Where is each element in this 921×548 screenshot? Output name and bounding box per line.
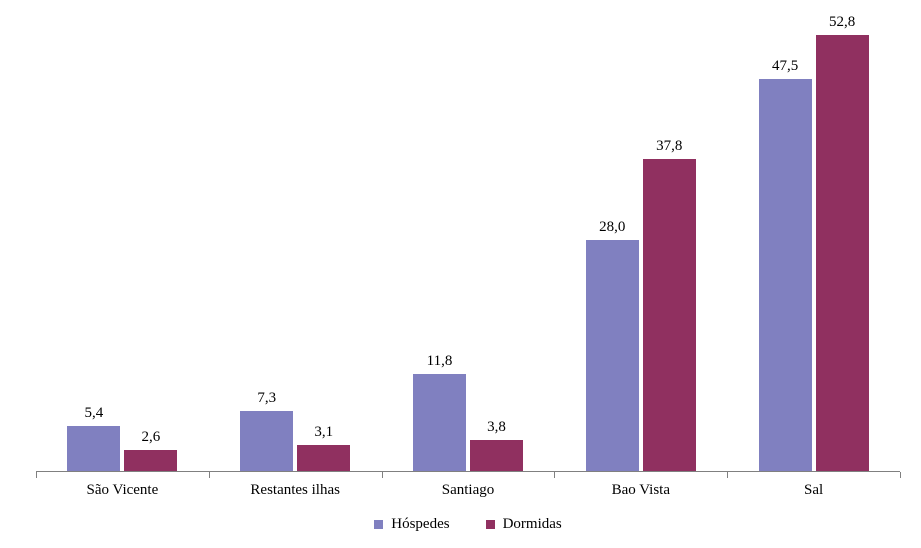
bar-group: 47,5 52,8 (759, 17, 869, 471)
legend-item-dormidas: Dormidas (486, 516, 562, 533)
bar-value-label: 47,5 (759, 58, 812, 75)
grouped-bar-chart: 5,42,6 7,33,1 11,8 3,8 28,0 37,8 47,5 52,8 Hósp… (0, 0, 921, 548)
bar-dormidas (470, 440, 523, 471)
bar-value-label: 5,4 (67, 405, 120, 422)
bar-value-label: 37,8 (643, 138, 696, 155)
legend-swatch (486, 520, 495, 529)
bar-value-label: 28,0 (586, 219, 639, 236)
bar-value-label: 11,8 (413, 353, 466, 370)
bar-value-label: 3,8 (470, 419, 523, 436)
bar-value-label: 52,8 (816, 14, 869, 31)
axis-tick (382, 472, 383, 478)
bar-group: 11,8 3,8 (413, 17, 523, 471)
bar-hospedes (413, 374, 466, 471)
legend-label: Hóspedes (391, 516, 449, 533)
category-label: Restantes ilhas (209, 482, 382, 499)
axis-tick (36, 472, 37, 478)
category-label: Santiago (382, 482, 555, 499)
category-label: Sal (727, 482, 900, 499)
axis-tick (727, 472, 728, 478)
category-label: São Vicente (36, 482, 209, 499)
legend: Hóspedes Dormidas (36, 516, 900, 533)
category-label: Bao Vista (554, 482, 727, 499)
axis-tick (900, 472, 901, 478)
bar-value-label: 2,6 (124, 429, 177, 446)
bar-dormidas (816, 35, 869, 471)
legend-label: Dormidas (503, 516, 562, 533)
bar-group: 5,42,6 (67, 17, 177, 471)
legend-item-hospedes: Hóspedes (374, 516, 449, 533)
bar-hospedes (240, 411, 293, 471)
bar-value-label: 7,3 (240, 390, 293, 407)
plot-area: 5,42,6 7,33,1 11,8 3,8 28,0 37,8 47,5 52,8 (36, 18, 900, 472)
bar-hospedes (586, 240, 639, 471)
bar-value-label: 3,1 (297, 424, 350, 441)
axis-tick (209, 472, 210, 478)
bar-hospedes (67, 426, 120, 471)
bar-group: 28,0 37,8 (586, 17, 696, 471)
bar-dormidas (124, 450, 177, 471)
bar-dormidas (297, 445, 350, 471)
bar-dormidas (643, 159, 696, 471)
bar-group: 7,33,1 (240, 17, 350, 471)
bar-hospedes (759, 79, 812, 471)
legend-swatch (374, 520, 383, 529)
axis-tick (554, 472, 555, 478)
